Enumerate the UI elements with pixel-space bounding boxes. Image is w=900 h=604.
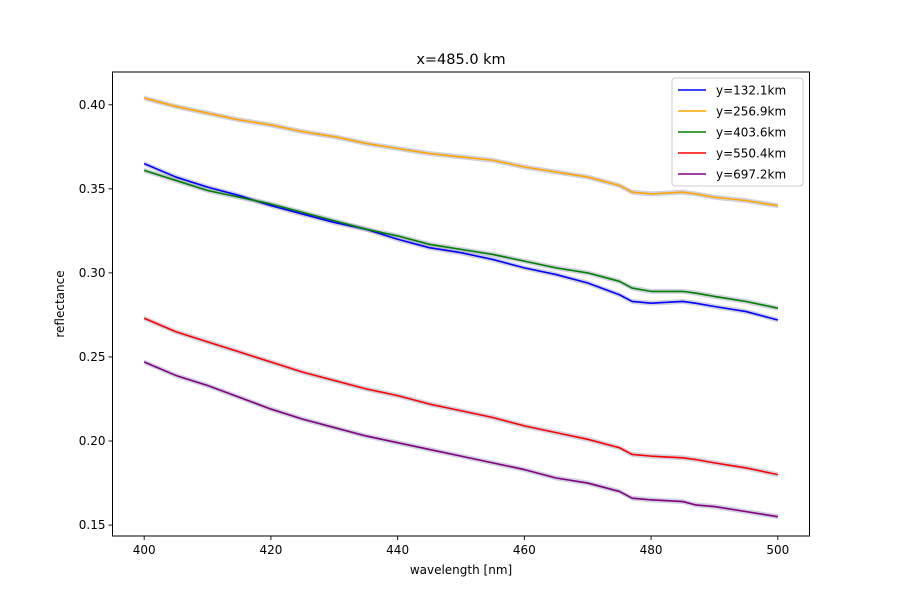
plot-area-frame: [112, 71, 810, 537]
series-line-1: [143, 97, 778, 207]
series-line-3: [143, 317, 778, 476]
y-tick-label: 0.30: [79, 266, 106, 280]
legend-label-2: y=403.6km: [716, 126, 786, 140]
series-lines: [143, 97, 779, 518]
legend: y=132.1km y=256.9km y=403.6km y=550.4km y=69…: [671, 77, 804, 187]
legend-label-1: y=256.9km: [716, 105, 786, 119]
y-tick-label: 0.25: [79, 350, 106, 364]
series-band-3: [144, 315, 778, 478]
legend-entries: y=132.1km y=256.9km y=403.6km y=550.4km y=69…: [678, 84, 786, 182]
axis-ticks: 400 420 440 460 480 500 0.15 0.20 0.25 0.30 0.35 0.…: [79, 98, 789, 557]
legend-label-0: y=132.1km: [716, 84, 786, 98]
y-axis-label: reflectance: [53, 270, 67, 337]
x-tick-label: 420: [259, 543, 282, 557]
chart-title: x=485.0 km: [416, 52, 505, 68]
x-axis-label: wavelength [nm]: [410, 563, 512, 577]
x-tick-label: 480: [640, 543, 663, 557]
legend-box: [671, 77, 804, 187]
x-tick-label: 400: [133, 543, 156, 557]
legend-label-4: y=697.2km: [716, 168, 786, 182]
x-tick-label: 500: [766, 543, 789, 557]
y-tick-label: 0.20: [79, 434, 106, 448]
y-tick-label: 0.15: [79, 518, 106, 532]
x-tick-label: 440: [386, 543, 409, 557]
y-tick-label: 0.35: [79, 182, 106, 196]
series-line-4: [143, 361, 778, 518]
series-line-2: [143, 169, 778, 309]
x-tick-label: 460: [513, 543, 536, 557]
legend-label-3: y=550.4km: [716, 147, 786, 161]
y-tick-label: 0.40: [79, 98, 106, 112]
